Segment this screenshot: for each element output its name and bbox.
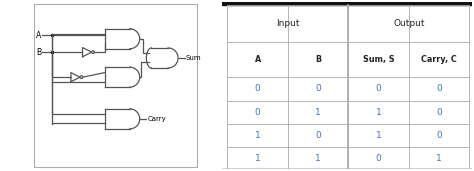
Text: 1: 1 [376, 108, 382, 117]
Text: 0: 0 [315, 131, 321, 140]
Text: 1: 1 [255, 131, 261, 140]
Text: 1: 1 [255, 154, 261, 163]
Text: 1: 1 [436, 154, 442, 163]
Text: B: B [36, 48, 41, 57]
Circle shape [92, 51, 94, 54]
Text: Input: Input [276, 19, 300, 28]
Text: Sum, S: Sum, S [363, 55, 394, 64]
Text: 1: 1 [376, 131, 382, 140]
Text: 0: 0 [255, 84, 261, 93]
Text: Carry, C: Carry, C [421, 55, 457, 64]
Text: 0: 0 [315, 84, 321, 93]
Text: Carry: Carry [147, 116, 166, 122]
Text: 0: 0 [376, 154, 382, 163]
Text: 1: 1 [315, 108, 321, 117]
Bar [222, 169, 472, 171]
Text: 0: 0 [436, 131, 442, 140]
Text: 0: 0 [436, 84, 442, 93]
Circle shape [80, 76, 83, 78]
Text: 1: 1 [315, 154, 321, 163]
Bar [222, 0, 472, 5]
FancyBboxPatch shape [34, 4, 197, 167]
Text: A: A [36, 31, 42, 40]
Text: B: B [315, 55, 321, 64]
Text: 0: 0 [436, 108, 442, 117]
Text: A: A [255, 55, 261, 64]
Text: Output: Output [393, 19, 425, 28]
Text: Sum: Sum [185, 55, 201, 61]
Text: 0: 0 [255, 108, 261, 117]
Text: 0: 0 [376, 84, 382, 93]
